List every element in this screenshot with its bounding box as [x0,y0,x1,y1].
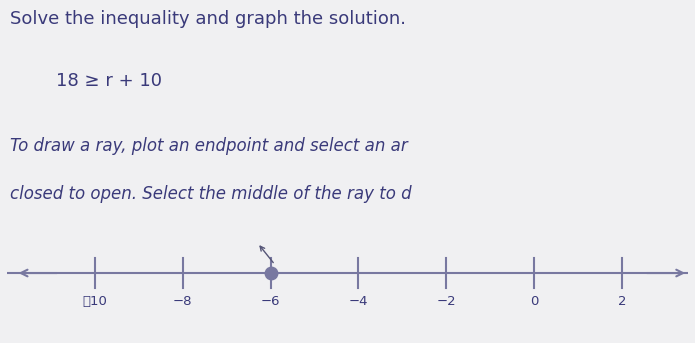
Text: −6: −6 [261,295,280,308]
Text: 2: 2 [618,295,626,308]
Text: closed to open. Select the middle of the ray to d: closed to open. Select the middle of the… [10,185,412,203]
Text: 0: 0 [530,295,539,308]
Text: ⁲10: ⁲10 [83,295,107,308]
Text: −8: −8 [173,295,193,308]
Text: −4: −4 [349,295,368,308]
Text: 18 ≥ r + 10: 18 ≥ r + 10 [56,72,162,90]
Text: To draw a ray, plot an endpoint and select an ar: To draw a ray, plot an endpoint and sele… [10,137,408,155]
Text: −2: −2 [436,295,456,308]
Text: Solve the inequality and graph the solution.: Solve the inequality and graph the solut… [10,10,407,28]
